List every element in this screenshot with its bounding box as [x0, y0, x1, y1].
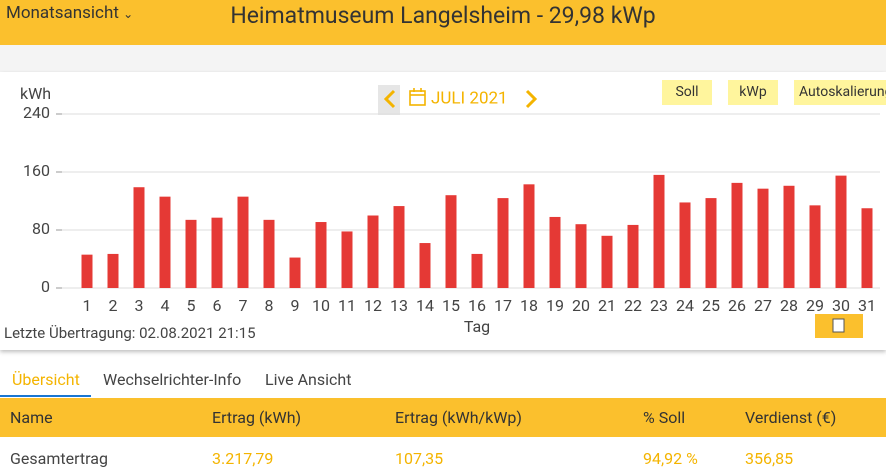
x-tick-label: 26 — [728, 296, 746, 315]
column-header: Name — [10, 408, 53, 427]
x-tick-label: 6 — [213, 296, 222, 315]
bar — [341, 231, 353, 288]
x-tick-label: 10 — [312, 296, 330, 315]
bar — [289, 257, 301, 288]
x-tick-label: 24 — [676, 296, 694, 315]
bar — [237, 196, 249, 288]
x-tick-label: 14 — [416, 296, 434, 315]
tab[interactable]: Übersicht — [12, 370, 80, 389]
bar — [81, 254, 93, 288]
x-tick-label: 4 — [161, 296, 170, 315]
bar — [653, 174, 665, 288]
x-tick-label: 28 — [780, 296, 798, 315]
bar — [809, 205, 821, 288]
bar — [757, 188, 769, 288]
table-cell: 3.217,79 — [212, 449, 274, 468]
x-tick-label: 9 — [291, 296, 300, 315]
table-cell: Gesamtertrag — [10, 449, 108, 468]
bar — [185, 219, 197, 288]
bar — [861, 208, 873, 288]
y-tick-label: 0 — [41, 277, 50, 296]
bar — [679, 202, 691, 288]
x-tick-label: 7 — [239, 296, 248, 315]
x-tick-label: 1 — [83, 296, 92, 315]
bar — [471, 253, 483, 288]
y-tick-label: 160 — [23, 161, 50, 180]
bar — [627, 224, 639, 288]
bar — [133, 187, 145, 288]
bar — [731, 182, 743, 288]
kwp-button[interactable]: kWp — [728, 80, 778, 105]
bar — [211, 217, 223, 288]
prev-arrow[interactable] — [383, 89, 396, 109]
column-header: Ertrag (kWh) — [212, 408, 302, 427]
bar — [107, 253, 119, 288]
x-tick-label: 21 — [598, 296, 616, 315]
x-tick-label: 2 — [109, 296, 118, 315]
x-tick-label: 25 — [702, 296, 720, 315]
column-header: % Soll — [643, 408, 686, 427]
bar — [705, 198, 717, 288]
table-cell: 356,85 — [745, 449, 794, 468]
x-tick-label: 30 — [832, 296, 850, 315]
view-select-label[interactable]: Monatsansicht — [6, 3, 119, 23]
x-tick-label: 20 — [572, 296, 590, 315]
bar — [601, 235, 613, 288]
autoscale-button[interactable]: Autoskalierung — [794, 80, 886, 105]
bar — [159, 196, 171, 288]
x-tick-label: 18 — [520, 296, 538, 315]
bar — [783, 185, 795, 288]
bar — [315, 222, 327, 288]
bar — [497, 198, 509, 288]
bar — [549, 216, 561, 288]
tab[interactable]: Wechselrichter-Info — [103, 370, 242, 389]
x-tick-label: 8 — [265, 296, 274, 315]
table-cell: 107,35 — [395, 449, 444, 468]
period-label: JULI 2021 — [431, 88, 508, 108]
x-tick-label: 19 — [546, 296, 564, 315]
x-tick-label: 27 — [754, 296, 772, 315]
bar — [419, 243, 431, 288]
y-axis-label: kWh — [20, 84, 51, 103]
last-transfer: Letzte Übertragung: 02.08.2021 21:15 — [4, 324, 256, 342]
x-tick-label: 17 — [494, 296, 512, 315]
x-tick-label: 31 — [858, 296, 876, 315]
bar — [367, 215, 379, 288]
x-tick-label: 12 — [364, 296, 382, 315]
y-tick-label: 240 — [23, 103, 50, 122]
view-select[interactable]: Monatsansicht ⌄ — [6, 3, 134, 23]
x-tick-label: 16 — [468, 296, 486, 315]
header: Monatsansicht ⌄ Heimatmuseum Langelsheim… — [0, 0, 886, 45]
spacer — [0, 45, 886, 72]
y-tick-label: 80 — [32, 219, 50, 238]
x-tick-label: 15 — [442, 296, 460, 315]
soll-button[interactable]: Soll — [662, 80, 712, 105]
bar — [445, 195, 457, 288]
x-tick-label: 13 — [390, 296, 408, 315]
x-tick-label: 22 — [624, 296, 642, 315]
export-icon[interactable] — [832, 318, 845, 333]
x-tick-label: 5 — [187, 296, 196, 315]
column-header: Verdienst (€) — [745, 408, 837, 427]
bar — [263, 219, 275, 288]
x-tick-label: 11 — [338, 296, 356, 315]
calendar-icon — [409, 88, 426, 106]
tab[interactable]: Live Ansicht — [265, 370, 352, 389]
page-title: Heimatmuseum Langelsheim - 29,98 kWp — [230, 2, 656, 29]
column-header: Ertrag (kWh/kWp) — [395, 408, 522, 427]
x-tick-label: 3 — [135, 296, 144, 315]
tab-indicator — [0, 395, 91, 397]
bar — [575, 224, 587, 288]
next-arrow[interactable] — [525, 89, 538, 109]
bar — [393, 206, 405, 288]
chart: JULI 2021 kWh Tag Letzte Übertragung: 02… — [4, 84, 880, 342]
x-tick-label: 23 — [650, 296, 668, 315]
table-cell: 94,92 % — [643, 449, 698, 468]
table-header — [0, 398, 886, 437]
bar — [523, 184, 535, 288]
bar — [835, 175, 847, 288]
x-axis-label: Tag — [464, 317, 490, 336]
x-tick-label: 29 — [806, 296, 824, 315]
